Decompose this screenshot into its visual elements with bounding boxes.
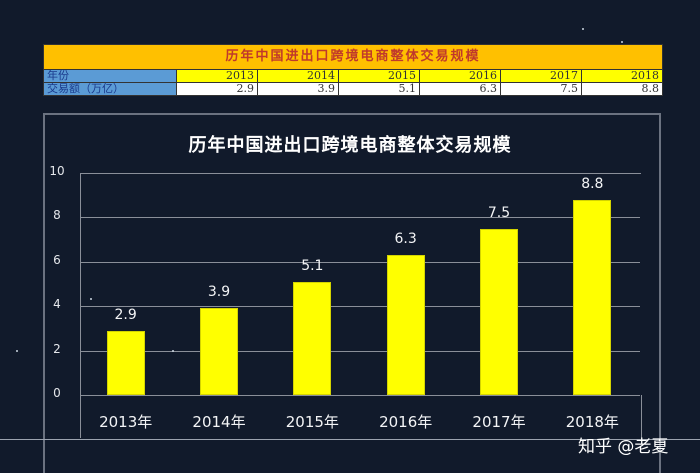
y-tick-label: 0 <box>53 386 61 400</box>
amount-cell: 6.3 <box>419 82 501 96</box>
star-dot <box>90 298 92 300</box>
year-cell: 2018 <box>581 69 663 83</box>
star-dot <box>16 350 18 352</box>
bar <box>480 228 518 395</box>
data-table: 历年中国进出口跨境电商整体交易规模 年份 2013 2014 2015 2016… <box>43 44 663 96</box>
row-label-year: 年份 <box>43 69 177 83</box>
table-row-years: 年份 2013 2014 2015 2016 2017 2018 <box>43 69 663 83</box>
bar <box>200 308 238 395</box>
bar-value-label: 3.9 <box>207 284 231 301</box>
gridline <box>80 350 640 352</box>
year-cell: 2013 <box>176 69 258 83</box>
y-tick-label: 8 <box>53 208 61 223</box>
amount-cell: 8.8 <box>581 82 663 96</box>
table-title: 历年中国进出口跨境电商整体交易规模 <box>43 44 663 70</box>
bar-value-label: 2.9 <box>114 306 137 323</box>
star-dot <box>621 41 623 43</box>
y-tick-label: 2 <box>53 341 61 356</box>
year-cell: 2014 <box>257 69 339 83</box>
year-cell: 2017 <box>500 69 582 83</box>
x-axis-frame <box>80 395 642 438</box>
gridline <box>80 306 640 308</box>
bar-value-label: 5.1 <box>301 257 324 274</box>
star-dot <box>172 350 174 352</box>
chart-title: 历年中国进出口跨境电商整体交易规模 <box>188 135 512 156</box>
bar <box>386 255 425 395</box>
y-tick-label: 4 <box>53 297 61 312</box>
table-row-amounts: 交易额（万亿） 2.9 3.9 5.1 6.3 7.5 8.8 <box>43 82 663 96</box>
amount-cell: 7.5 <box>500 82 582 96</box>
chart-panel <box>43 113 661 473</box>
bar-value-label: 6.3 <box>394 231 417 248</box>
bar <box>573 199 612 395</box>
x-tick-label: 2016年 <box>379 413 433 431</box>
x-tick-label: 2017年 <box>472 413 526 431</box>
bar <box>293 281 332 395</box>
divider <box>0 439 700 440</box>
amount-cell: 3.9 <box>257 82 339 96</box>
bar-value-label: 7.5 <box>487 204 511 221</box>
amount-cell: 2.9 <box>176 82 258 96</box>
year-cell: 2016 <box>419 69 501 83</box>
x-tick-label: 2015年 <box>285 413 339 431</box>
watermark: 知乎 @老夏 <box>578 437 669 457</box>
gridline <box>80 217 640 219</box>
star-dot <box>582 28 584 30</box>
gridline <box>80 173 640 174</box>
x-tick-label: 2018年 <box>565 413 619 431</box>
year-cell: 2015 <box>338 69 420 83</box>
amount-cell: 5.1 <box>338 82 420 96</box>
gridline <box>80 261 640 263</box>
x-tick-label: 2014年 <box>192 413 246 431</box>
row-label-amount: 交易额（万亿） <box>43 82 177 96</box>
y-tick-label: 6 <box>53 252 61 267</box>
bar-value-label: 8.8 <box>581 175 604 192</box>
y-tick-label: 10 <box>49 164 65 178</box>
gridline <box>80 395 640 396</box>
x-tick-label: 2013年 <box>99 413 153 431</box>
bar <box>106 330 145 395</box>
plot-area <box>80 173 641 396</box>
